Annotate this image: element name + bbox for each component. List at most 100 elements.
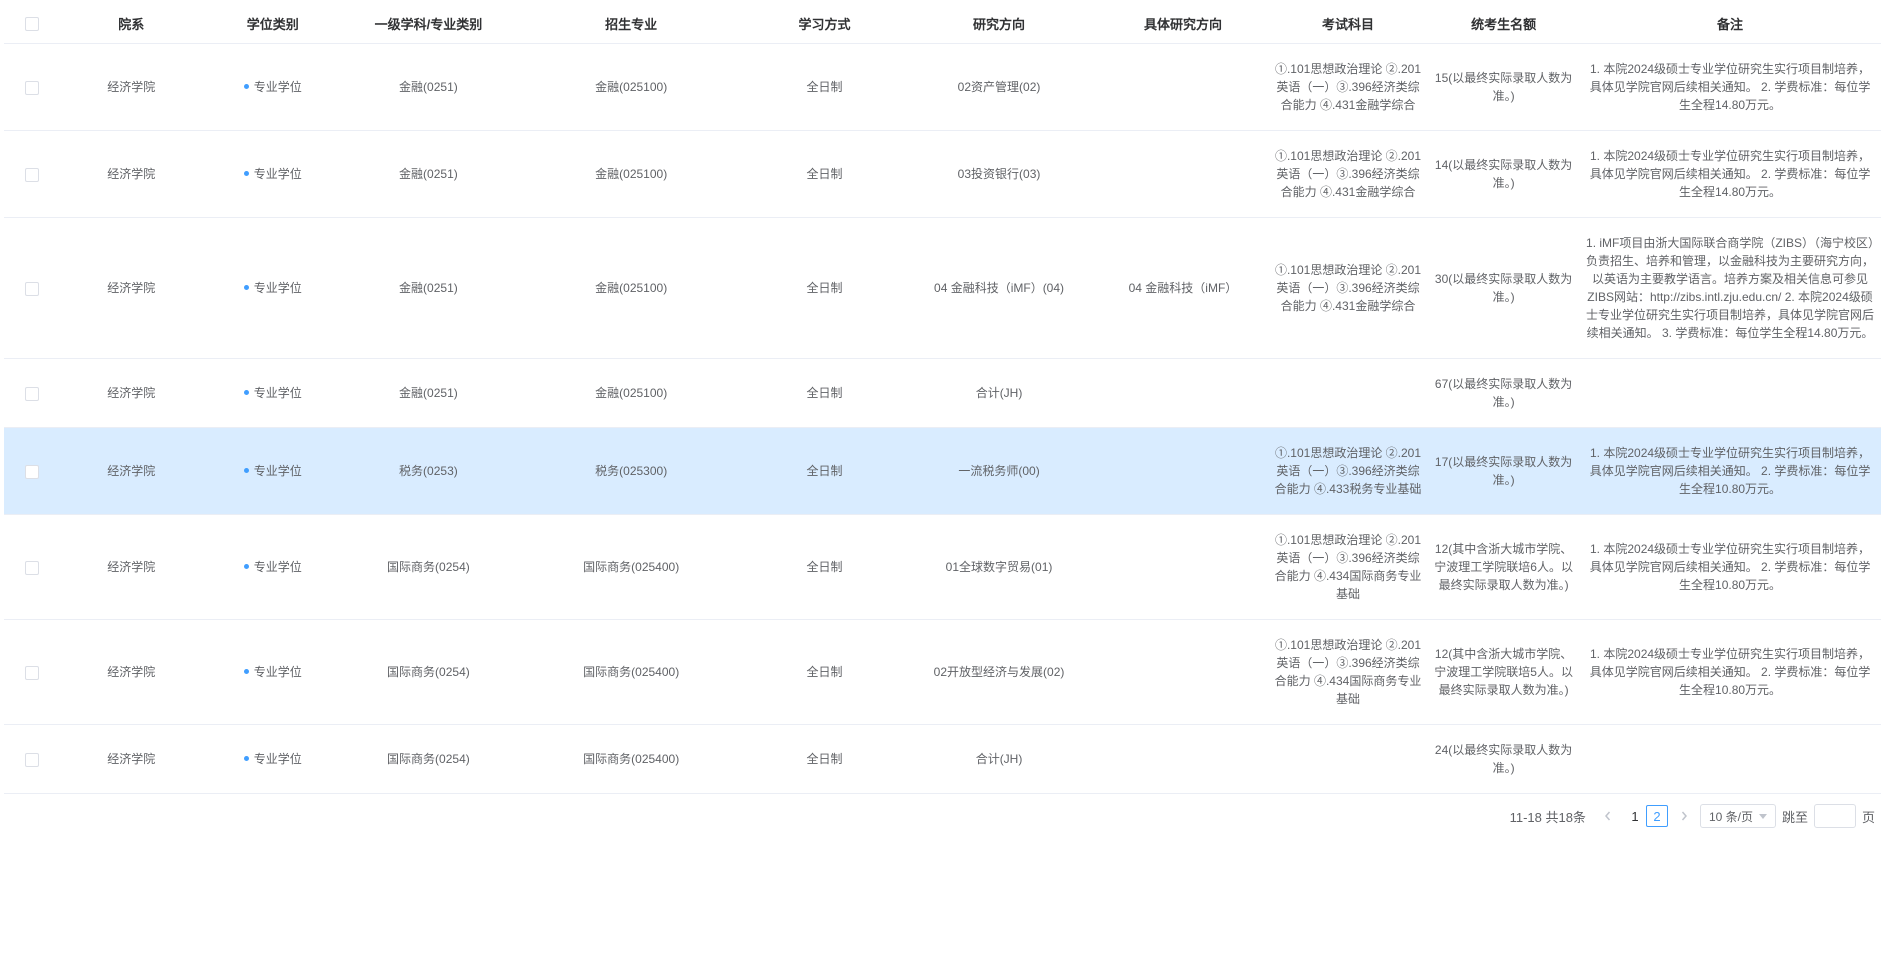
row-checkbox-cell xyxy=(4,515,61,620)
row-checkbox[interactable] xyxy=(25,666,39,680)
row-checkbox[interactable] xyxy=(25,465,39,479)
row-checkbox[interactable] xyxy=(25,282,39,296)
cell-mode: 全日制 xyxy=(749,44,900,131)
page-number[interactable]: 1 xyxy=(1624,805,1646,827)
row-checkbox-cell xyxy=(4,359,61,428)
cell-degree: 专业学位 xyxy=(202,428,343,515)
data-table: 院系 学位类别 一级学科/专业类别 招生专业 学习方式 研究方向 具体研究方向 … xyxy=(4,4,1881,794)
status-dot-icon xyxy=(244,84,249,89)
cell-mode: 全日制 xyxy=(749,359,900,428)
cell-mode: 全日制 xyxy=(749,725,900,794)
page-number[interactable]: 2 xyxy=(1646,805,1668,827)
row-checkbox[interactable] xyxy=(25,561,39,575)
status-dot-icon xyxy=(244,669,249,674)
cell-direction: 04 金融科技（iMF）(04) xyxy=(900,218,1098,359)
cell-degree: 专业学位 xyxy=(202,359,343,428)
row-checkbox[interactable] xyxy=(25,753,39,767)
cell-subjects: ①.101思想政治理论 ②.201英语（一）③.396经济类综合能力 ④.431… xyxy=(1268,218,1428,359)
table-row[interactable]: 经济学院专业学位金融(0251)金融(025100)全日制02资产管理(02)①… xyxy=(4,44,1881,131)
table-wrapper: 院系 学位类别 一级学科/专业类别 招生专业 学习方式 研究方向 具体研究方向 … xyxy=(4,4,1881,794)
header-major: 招生专业 xyxy=(513,4,749,44)
jump-page-input[interactable] xyxy=(1814,804,1856,828)
cell-direction: 02开放型经济与发展(02) xyxy=(900,620,1098,725)
row-checkbox[interactable] xyxy=(25,168,39,182)
cell-direction: 03投资银行(03) xyxy=(900,131,1098,218)
table-row[interactable]: 经济学院专业学位金融(0251)金融(025100)全日制04 金融科技（iMF… xyxy=(4,218,1881,359)
cell-note: 1. 本院2024级硕士专业学位研究生实行项目制培养，具体见学院官网后续相关通知… xyxy=(1579,131,1881,218)
status-dot-icon xyxy=(244,564,249,569)
header-dept: 院系 xyxy=(61,4,202,44)
cell-dept: 经济学院 xyxy=(61,44,202,131)
cell-direction: 合计(JH) xyxy=(900,725,1098,794)
cell-dept: 经济学院 xyxy=(61,218,202,359)
cell-note: 1. 本院2024级硕士专业学位研究生实行项目制培养，具体见学院官网后续相关通知… xyxy=(1579,515,1881,620)
cell-mode: 全日制 xyxy=(749,428,900,515)
cell-direction: 02资产管理(02) xyxy=(900,44,1098,131)
cell-direction: 合计(JH) xyxy=(900,359,1098,428)
row-checkbox[interactable] xyxy=(25,387,39,401)
cell-subdir xyxy=(1098,131,1268,218)
cell-note xyxy=(1579,725,1881,794)
status-dot-icon xyxy=(244,756,249,761)
status-dot-icon xyxy=(244,285,249,290)
header-checkbox-cell xyxy=(4,4,61,44)
table-row[interactable]: 经济学院专业学位金融(0251)金融(025100)全日制03投资银行(03)①… xyxy=(4,131,1881,218)
cell-category: 国际商务(0254) xyxy=(344,725,514,794)
cell-subdir xyxy=(1098,620,1268,725)
cell-category: 金融(0251) xyxy=(344,44,514,131)
status-dot-icon xyxy=(244,390,249,395)
cell-dept: 经济学院 xyxy=(61,359,202,428)
cell-subjects: ①.101思想政治理论 ②.201英语（一）③.396经济类综合能力 ④.433… xyxy=(1268,428,1428,515)
header-subjects: 考试科目 xyxy=(1268,4,1428,44)
table-row[interactable]: 经济学院专业学位金融(0251)金融(025100)全日制合计(JH)67(以最… xyxy=(4,359,1881,428)
cell-quota: 12(其中含浙大城市学院、宁波理工学院联培6人。以最终实际录取人数为准。) xyxy=(1428,515,1579,620)
row-checkbox-cell xyxy=(4,428,61,515)
cell-quota: 12(其中含浙大城市学院、宁波理工学院联培5人。以最终实际录取人数为准。) xyxy=(1428,620,1579,725)
cell-major: 国际商务(025400) xyxy=(513,620,749,725)
cell-mode: 全日制 xyxy=(749,515,900,620)
cell-note xyxy=(1579,359,1881,428)
cell-quota: 24(以最终实际录取人数为准。) xyxy=(1428,725,1579,794)
prev-page-button[interactable] xyxy=(1598,805,1618,827)
select-all-checkbox[interactable] xyxy=(25,17,39,31)
row-checkbox-cell xyxy=(4,44,61,131)
cell-degree: 专业学位 xyxy=(202,725,343,794)
cell-dept: 经济学院 xyxy=(61,428,202,515)
page-info: 11-18 共18条 xyxy=(1510,807,1586,826)
table-row[interactable]: 经济学院专业学位税务(0253)税务(025300)全日制一流税务师(00)①.… xyxy=(4,428,1881,515)
cell-subdir xyxy=(1098,359,1268,428)
cell-major: 金融(025100) xyxy=(513,131,749,218)
header-quota: 统考生名额 xyxy=(1428,4,1579,44)
pagination-bar: 11-18 共18条 12 10 条/页 跳至 页 xyxy=(4,794,1881,832)
jump-label-pre: 跳至 xyxy=(1782,807,1808,826)
cell-category: 国际商务(0254) xyxy=(344,620,514,725)
page-size-select[interactable]: 10 条/页 xyxy=(1700,804,1776,828)
cell-subjects: ①.101思想政治理论 ②.201英语（一）③.396经济类综合能力 ④.431… xyxy=(1268,131,1428,218)
cell-mode: 全日制 xyxy=(749,620,900,725)
cell-mode: 全日制 xyxy=(749,131,900,218)
table-row[interactable]: 经济学院专业学位国际商务(0254)国际商务(025400)全日制01全球数字贸… xyxy=(4,515,1881,620)
cell-subdir xyxy=(1098,44,1268,131)
cell-dept: 经济学院 xyxy=(61,725,202,794)
cell-subjects xyxy=(1268,725,1428,794)
chevron-right-icon xyxy=(1679,811,1689,821)
row-checkbox[interactable] xyxy=(25,81,39,95)
cell-quota: 30(以最终实际录取人数为准。) xyxy=(1428,218,1579,359)
header-row: 院系 学位类别 一级学科/专业类别 招生专业 学习方式 研究方向 具体研究方向 … xyxy=(4,4,1881,44)
cell-major: 金融(025100) xyxy=(513,44,749,131)
next-page-button[interactable] xyxy=(1674,805,1694,827)
cell-subdir: 04 金融科技（iMF） xyxy=(1098,218,1268,359)
cell-dept: 经济学院 xyxy=(61,131,202,218)
cell-subjects: ①.101思想政治理论 ②.201英语（一）③.396经济类综合能力 ④.434… xyxy=(1268,620,1428,725)
table-row[interactable]: 经济学院专业学位国际商务(0254)国际商务(025400)全日制02开放型经济… xyxy=(4,620,1881,725)
table-row[interactable]: 经济学院专业学位国际商务(0254)国际商务(025400)全日制合计(JH)2… xyxy=(4,725,1881,794)
header-mode: 学习方式 xyxy=(749,4,900,44)
cell-subjects: ①.101思想政治理论 ②.201英语（一）③.396经济类综合能力 ④.434… xyxy=(1268,515,1428,620)
cell-degree: 专业学位 xyxy=(202,620,343,725)
jump-label-post: 页 xyxy=(1862,807,1875,826)
cell-category: 国际商务(0254) xyxy=(344,515,514,620)
cell-subdir xyxy=(1098,515,1268,620)
cell-direction: 一流税务师(00) xyxy=(900,428,1098,515)
cell-quota: 14(以最终实际录取人数为准。) xyxy=(1428,131,1579,218)
cell-degree: 专业学位 xyxy=(202,218,343,359)
